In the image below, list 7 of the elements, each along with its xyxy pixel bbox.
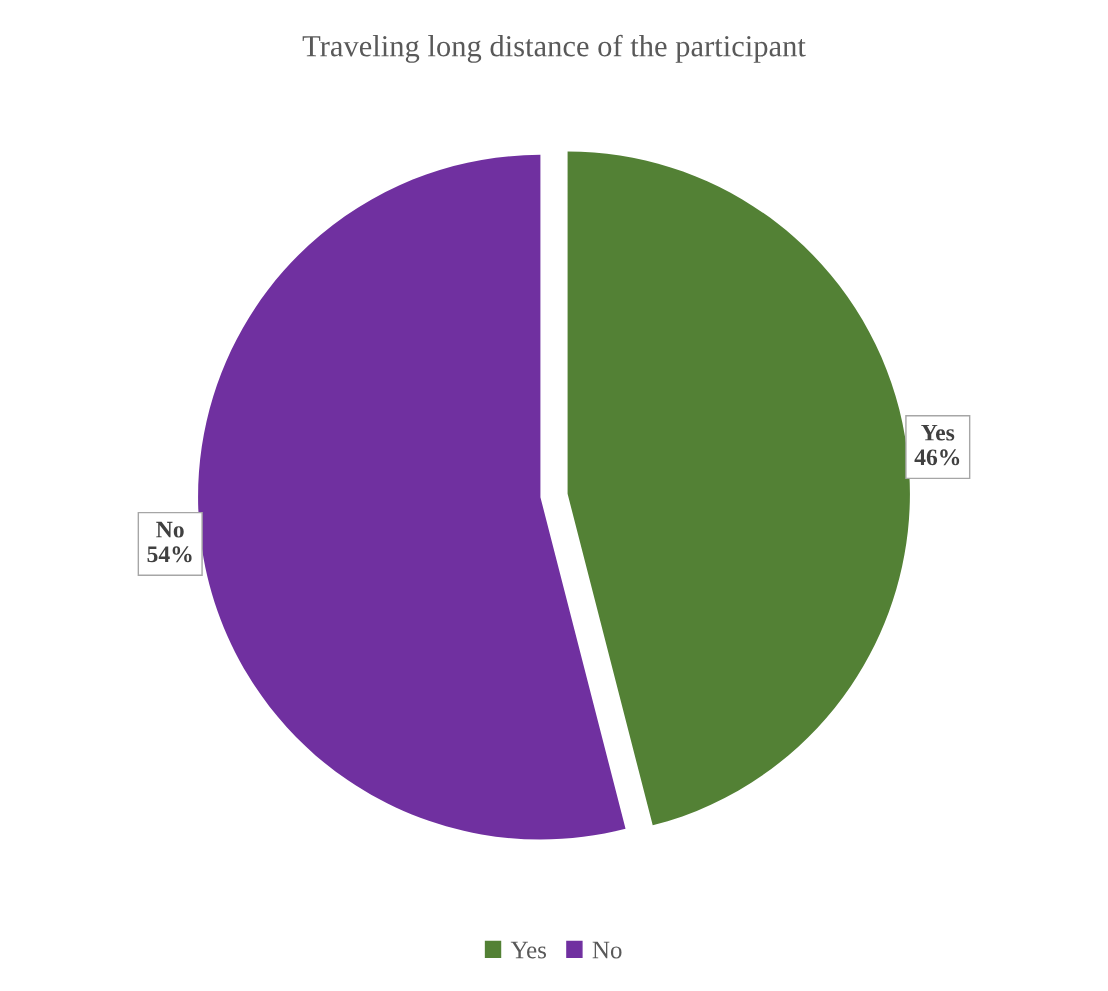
data-label: 46% [914, 449, 960, 466]
legend-label: Yes [510, 941, 547, 959]
legend-label: No [592, 941, 622, 959]
slice-label: Yes [921, 424, 955, 441]
data-label: 54% [147, 546, 192, 563]
chart-title: Traveling long distance of the participant [302, 34, 806, 63]
slice-label: No [156, 521, 184, 538]
